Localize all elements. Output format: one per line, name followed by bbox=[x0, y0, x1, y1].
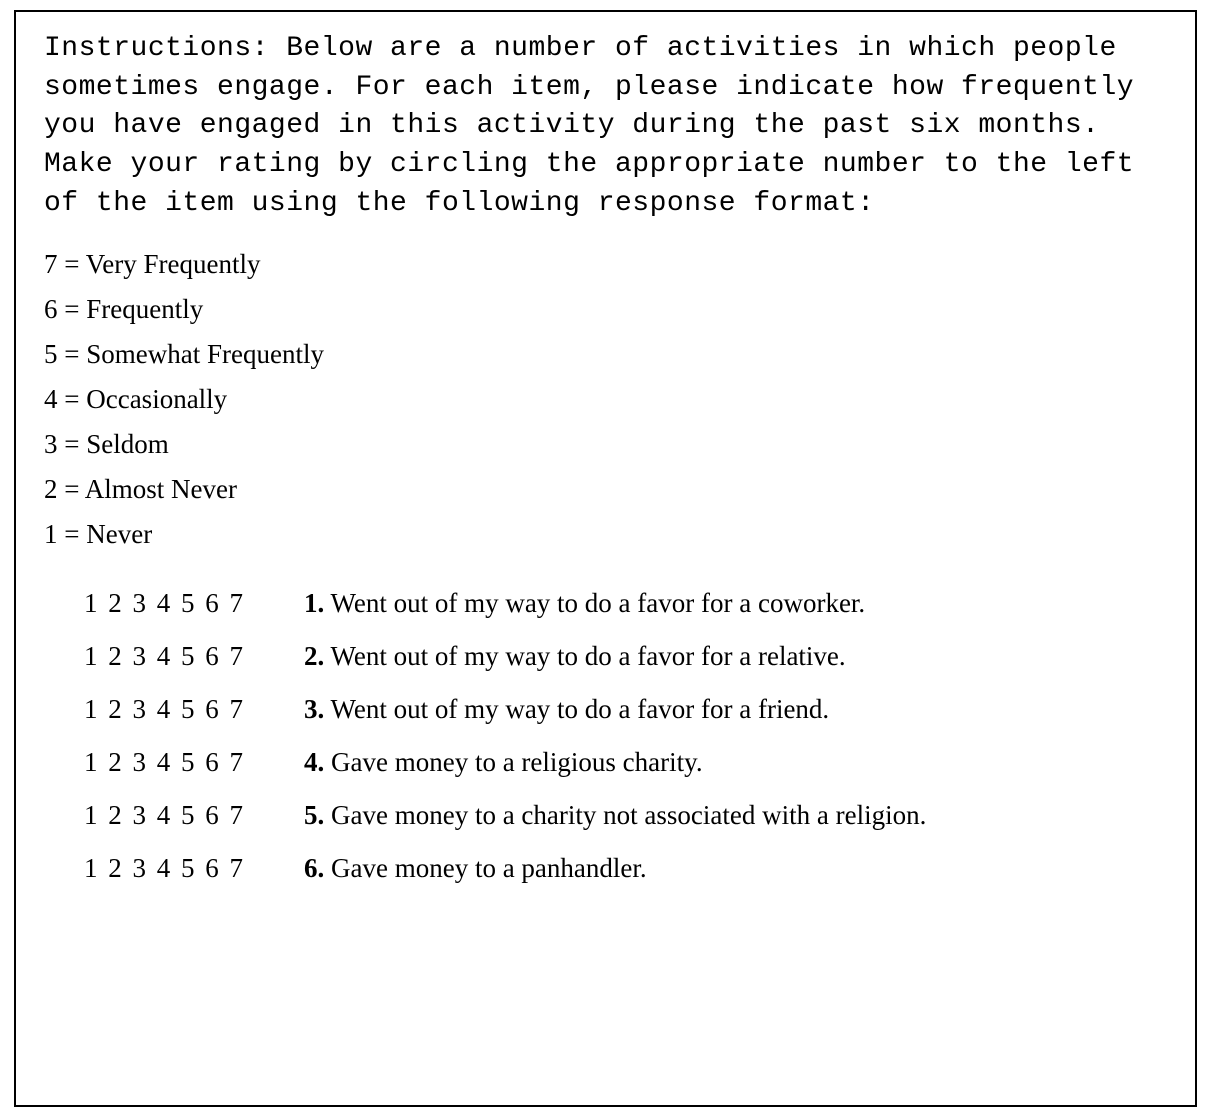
item-number: 2. bbox=[304, 641, 324, 671]
item-number: 3. bbox=[304, 694, 324, 724]
scale-row: 3 = Seldom bbox=[44, 431, 1167, 458]
scale-label: Never bbox=[86, 519, 152, 549]
items-list: 1 2 3 4 5 6 7 1. Went out of my way to d… bbox=[44, 588, 1167, 884]
scale-equals: = bbox=[64, 339, 86, 369]
item-number: 6. bbox=[304, 853, 324, 883]
page: Instructions: Below are a number of acti… bbox=[0, 0, 1211, 1117]
item-label: Went out of my way to do a favor for a c… bbox=[331, 588, 866, 618]
instructions-text: Instructions: Below are a number of acti… bbox=[44, 30, 1167, 223]
scale-equals: = bbox=[64, 384, 86, 414]
scale-label: Seldom bbox=[86, 429, 169, 459]
rating-scale-numbers: 1 2 3 4 5 6 7 bbox=[84, 641, 304, 672]
item-label: Gave money to a panhandler. bbox=[331, 853, 647, 883]
rating-scale-numbers: 1 2 3 4 5 6 7 bbox=[84, 747, 304, 778]
item-row: 1 2 3 4 5 6 7 4. Gave money to a religio… bbox=[84, 747, 1167, 778]
item-row: 1 2 3 4 5 6 7 3. Went out of my way to d… bbox=[84, 694, 1167, 725]
scale-equals: = bbox=[64, 294, 86, 324]
scale-equals: = bbox=[64, 519, 86, 549]
item-text: 4. Gave money to a religious charity. bbox=[304, 747, 1167, 778]
rating-scale-numbers: 1 2 3 4 5 6 7 bbox=[84, 800, 304, 831]
item-row: 1 2 3 4 5 6 7 5. Gave money to a charity… bbox=[84, 800, 1167, 831]
item-text: 3. Went out of my way to do a favor for … bbox=[304, 694, 1167, 725]
rating-scale-numbers: 1 2 3 4 5 6 7 bbox=[84, 853, 304, 884]
scale-value: 5 bbox=[44, 339, 58, 369]
scale-row: 1 = Never bbox=[44, 521, 1167, 548]
item-label: Gave money to a religious charity. bbox=[331, 747, 703, 777]
item-label: Went out of my way to do a favor for a r… bbox=[331, 641, 846, 671]
scale-value: 1 bbox=[44, 519, 58, 549]
scale-value: 4 bbox=[44, 384, 58, 414]
item-number: 5. bbox=[304, 800, 324, 830]
scale-row: 7 = Very Frequently bbox=[44, 251, 1167, 278]
scale-row: 6 = Frequently bbox=[44, 296, 1167, 323]
item-text: 6. Gave money to a panhandler. bbox=[304, 853, 1167, 884]
scale-label: Occasionally bbox=[86, 384, 227, 414]
scale-value: 7 bbox=[44, 249, 58, 279]
scale-value: 6 bbox=[44, 294, 58, 324]
item-text: 5. Gave money to a charity not associate… bbox=[304, 800, 1167, 831]
scale-label: Somewhat Frequently bbox=[86, 339, 324, 369]
scale-row: 5 = Somewhat Frequently bbox=[44, 341, 1167, 368]
item-row: 1 2 3 4 5 6 7 2. Went out of my way to d… bbox=[84, 641, 1167, 672]
rating-scale-numbers: 1 2 3 4 5 6 7 bbox=[84, 694, 304, 725]
item-text: 2. Went out of my way to do a favor for … bbox=[304, 641, 1167, 672]
item-label: Went out of my way to do a favor for a f… bbox=[331, 694, 830, 724]
item-number: 1. bbox=[304, 588, 324, 618]
item-text: 1. Went out of my way to do a favor for … bbox=[304, 588, 1167, 619]
scale-equals: = bbox=[64, 429, 86, 459]
questionnaire-frame: Instructions: Below are a number of acti… bbox=[14, 10, 1197, 1107]
scale-row: 4 = Occasionally bbox=[44, 386, 1167, 413]
item-label: Gave money to a charity not associated w… bbox=[331, 800, 926, 830]
scale-equals: = bbox=[64, 474, 85, 504]
response-scale: 7 = Very Frequently 6 = Frequently 5 = S… bbox=[44, 251, 1167, 548]
item-number: 4. bbox=[304, 747, 324, 777]
scale-value: 3 bbox=[44, 429, 58, 459]
scale-label: Almost Never bbox=[85, 474, 237, 504]
rating-scale-numbers: 1 2 3 4 5 6 7 bbox=[84, 588, 304, 619]
scale-equals: = bbox=[64, 249, 86, 279]
scale-row: 2 = Almost Never bbox=[44, 476, 1167, 503]
scale-label: Very Frequently bbox=[86, 249, 261, 279]
scale-label: Frequently bbox=[86, 294, 203, 324]
item-row: 1 2 3 4 5 6 7 6. Gave money to a panhand… bbox=[84, 853, 1167, 884]
scale-value: 2 bbox=[44, 474, 58, 504]
item-row: 1 2 3 4 5 6 7 1. Went out of my way to d… bbox=[84, 588, 1167, 619]
